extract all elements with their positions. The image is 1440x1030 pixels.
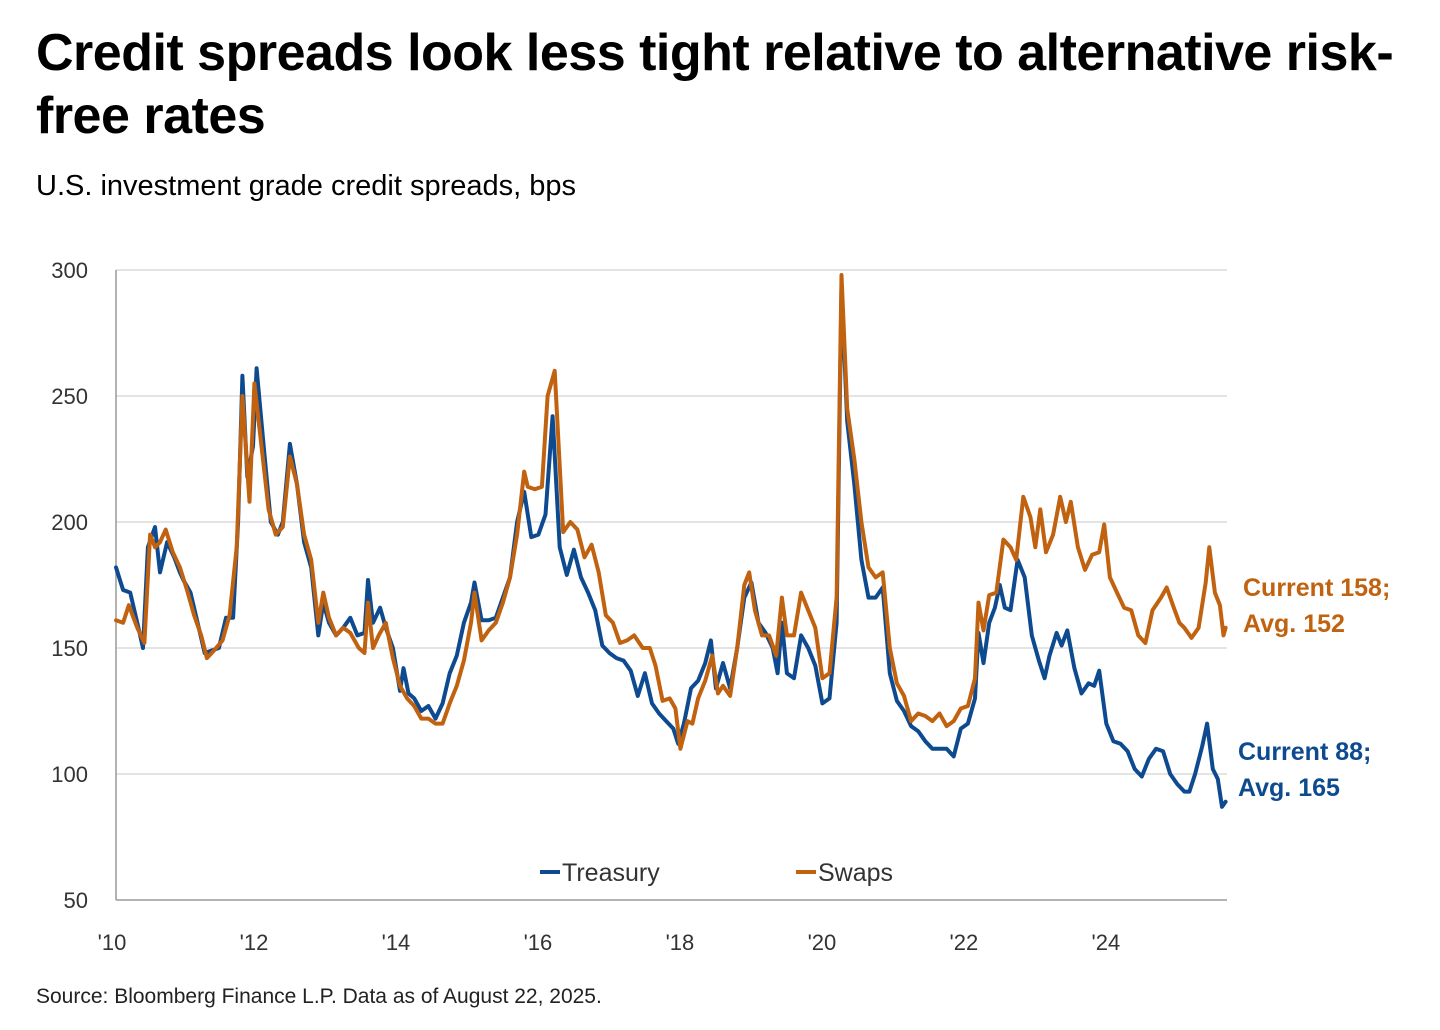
x-tick-label-2022: '22 (950, 930, 979, 955)
annotation-treasury-line-2: Avg. 165 (1238, 774, 1340, 802)
series-line-swaps (114, 273, 1228, 751)
line-chart: 300 250 200 150 100 50 '10 '12 '14 '16 '18 '20 '22 '2… (51, 258, 1390, 955)
x-tick-label-2010: '10 (98, 930, 127, 955)
chart-subtitle: U.S. investment grade credit spreads, bp… (36, 170, 576, 202)
annotation-swaps-line-2: Avg. 152 (1243, 610, 1345, 638)
y-tick-label-150: 150 (51, 636, 88, 661)
x-tick-label-2014: '14 (382, 930, 411, 955)
x-tick-label-2020: '20 (808, 930, 837, 955)
x-tick-label-2018: '18 (666, 930, 695, 955)
y-tick-label-50: 50 (64, 888, 88, 913)
y-tick-label-250: 250 (51, 384, 88, 409)
x-tick-label-2024: '24 (1092, 930, 1121, 955)
annotation-treasury-line-1: Current 88; (1238, 738, 1371, 766)
chart-title: Credit spreads look less tight relative … (36, 24, 1394, 145)
legend-label-treasury: Treasury (562, 859, 660, 887)
x-tick-label-2012: '12 (240, 930, 269, 955)
x-tick-label-2016: '16 (524, 930, 553, 955)
series-line-treasury (114, 285, 1228, 809)
annotation-swaps-line-1: Current 158; (1243, 574, 1390, 602)
source-note: Source: Bloomberg Finance L.P. Data as o… (36, 985, 602, 1008)
legend-label-swaps: Swaps (818, 859, 893, 887)
y-tick-label-100: 100 (51, 762, 88, 787)
y-tick-label-200: 200 (51, 510, 88, 535)
y-tick-label-300: 300 (51, 258, 88, 283)
